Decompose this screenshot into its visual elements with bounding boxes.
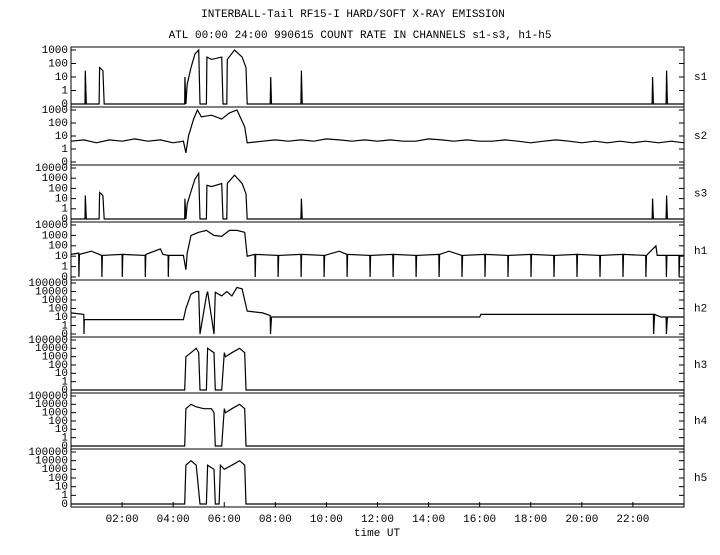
y-tick-label: 1000 (42, 408, 68, 420)
y-tick-label: 1000 (42, 464, 68, 476)
y-tick-label: 0 (61, 99, 68, 111)
panel-label: s3 (694, 188, 707, 200)
x-tick-label: 22:00 (616, 514, 649, 526)
x-axis-label: time UT (354, 528, 401, 540)
panel-label: h4 (694, 416, 708, 428)
y-tick-label: 10 (55, 482, 68, 494)
y-tick-label: 1 (61, 433, 68, 445)
y-tick-label: 100 (48, 241, 68, 253)
panel-label: s2 (694, 131, 707, 143)
y-tick-label: 10 (55, 72, 68, 84)
panel-label: h5 (694, 473, 707, 485)
y-tick-label: 1 (61, 204, 68, 216)
y-tick-label: 100 (48, 360, 68, 372)
y-tick-label: 0 (61, 214, 68, 226)
y-tick-label: 1 (61, 490, 68, 502)
x-tick-label: 10:00 (310, 514, 343, 526)
chart-title: INTERBALL-Tail RF15-I HARD/SOFT X-RAY EM… (201, 9, 505, 21)
y-tick-label: 10000 (35, 163, 68, 175)
y-tick-label: 0 (61, 499, 68, 511)
y-tick-label: 10000 (35, 220, 68, 232)
x-tick-label: 18:00 (514, 514, 547, 526)
data-line (71, 403, 684, 447)
y-tick-label: 1000 (42, 45, 68, 57)
y-tick-label: 100000 (28, 447, 68, 459)
y-tick-label: 1000 (42, 105, 68, 117)
y-tick-label: 1 (61, 85, 68, 97)
y-tick-label: 0 (61, 329, 68, 341)
y-tick-label: 10 (55, 312, 68, 324)
y-tick-label: 0 (61, 441, 68, 453)
y-tick-label: 100 (48, 183, 68, 195)
data-line (71, 48, 684, 105)
y-tick-label: 10 (55, 131, 68, 143)
panel-label: h2 (694, 303, 707, 315)
data-line (70, 108, 685, 154)
y-tick-label: 1 (61, 262, 68, 274)
x-tick-label: 20:00 (565, 514, 598, 526)
y-tick-label: 10000 (35, 456, 68, 468)
panel-label: s1 (694, 72, 708, 84)
y-tick-label: 100 (48, 473, 68, 485)
y-tick-label: 1000 (42, 295, 68, 307)
y-tick-label: 0 (61, 385, 68, 397)
y-tick-label: 1000 (42, 173, 68, 185)
x-tick-label: 04:00 (157, 514, 190, 526)
x-tick-label: 06:00 (208, 514, 241, 526)
y-tick-label: 10000 (35, 286, 68, 298)
y-tick-label: 0 (61, 272, 68, 284)
y-tick-label: 1000 (42, 230, 68, 242)
y-tick-label: 10 (55, 194, 68, 206)
x-tick-label: 16:00 (463, 514, 496, 526)
y-tick-label: 10000 (35, 399, 68, 411)
y-tick-label: 100000 (28, 391, 68, 403)
y-tick-label: 100 (48, 118, 68, 130)
y-tick-label: 1000 (42, 352, 68, 364)
x-tick-label: 14:00 (412, 514, 445, 526)
y-tick-label: 100 (48, 58, 68, 70)
x-tick-label: 08:00 (259, 514, 292, 526)
data-line (71, 171, 684, 220)
data-line (70, 286, 684, 335)
y-tick-label: 10 (55, 368, 68, 380)
data-line (70, 229, 684, 278)
x-tick-label: 12:00 (361, 514, 394, 526)
y-tick-label: 1 (61, 320, 68, 332)
y-tick-label: 10000 (35, 343, 68, 355)
panel-label: h3 (694, 360, 707, 372)
data-line (71, 347, 684, 391)
y-tick-label: 100000 (28, 278, 68, 290)
y-tick-label: 10 (55, 251, 68, 263)
x-tick-label: 02:00 (106, 514, 139, 526)
data-line (71, 459, 684, 505)
chart-subtitle: ATL 00:00 24:00 990615 COUNT RATE IN CHA… (169, 30, 552, 42)
y-tick-label: 10 (55, 424, 68, 436)
y-tick-label: 100 (48, 303, 68, 315)
y-tick-label: 1 (61, 377, 68, 389)
y-tick-label: 100000 (28, 335, 68, 347)
panel-label: h1 (694, 246, 708, 258)
y-tick-label: 0 (61, 157, 68, 169)
y-tick-label: 1 (61, 144, 68, 156)
y-tick-label: 100 (48, 416, 68, 428)
